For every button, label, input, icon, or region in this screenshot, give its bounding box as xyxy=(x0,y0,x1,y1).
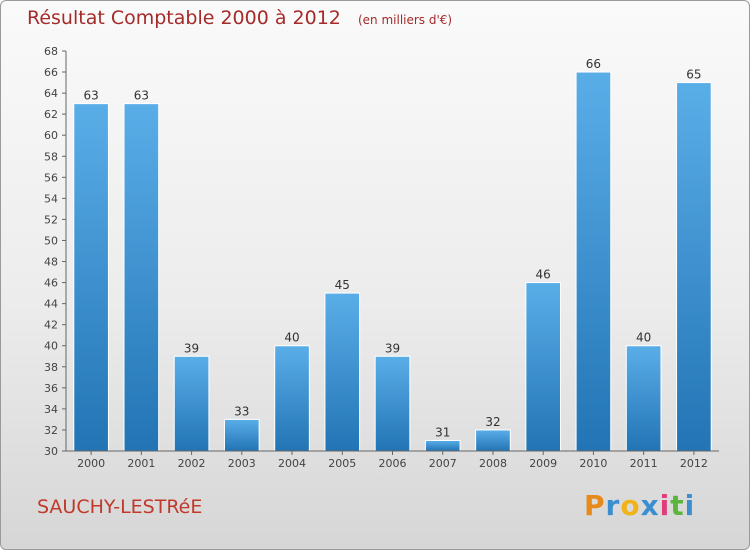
logo-letter: i xyxy=(659,489,671,522)
bar xyxy=(223,418,260,452)
bar-value-label: 66 xyxy=(586,57,601,71)
logo-letter: t xyxy=(670,489,685,522)
x-tick-label: 2009 xyxy=(529,457,557,470)
bar xyxy=(374,355,411,452)
y-tick-label: 68 xyxy=(44,45,58,58)
x-tick-label: 2004 xyxy=(278,457,306,470)
y-tick-label: 56 xyxy=(44,171,58,184)
bar-value-label: 40 xyxy=(636,331,651,345)
y-tick-label: 62 xyxy=(44,108,58,121)
chart-title: Résultat Comptable 2000 à 2012 xyxy=(27,7,341,29)
y-tick-label: 36 xyxy=(44,382,58,395)
bar xyxy=(73,103,109,452)
y-tick-label: 46 xyxy=(44,277,58,290)
proxiti-logo: Proxiti xyxy=(584,489,695,522)
bar-value-label: 32 xyxy=(485,415,500,429)
bar xyxy=(173,355,210,452)
x-tick-label: 2011 xyxy=(630,457,658,470)
x-tick-label: 2000 xyxy=(77,457,105,470)
title-row: Résultat Comptable 2000 à 2012 (en milli… xyxy=(27,7,452,29)
place-name: SAUCHY-LESTRéE xyxy=(37,496,203,518)
x-tick-label: 2005 xyxy=(328,457,356,470)
logo-letter: o xyxy=(620,489,641,522)
y-tick-label: 38 xyxy=(44,361,58,374)
logo-letter: r xyxy=(605,489,621,522)
y-tick-label: 60 xyxy=(44,129,58,142)
y-tick-label: 48 xyxy=(44,256,58,269)
y-tick-label: 66 xyxy=(44,66,58,79)
y-tick-label: 58 xyxy=(44,150,58,163)
logo-letter: P xyxy=(584,489,606,522)
y-axis: 30 32 34 36 38 40 42 44 46 48 50 52 54 56 58 60 62 64 66 68 xyxy=(44,45,67,458)
bar xyxy=(625,345,662,452)
bar xyxy=(324,292,361,452)
bar-value-label: 39 xyxy=(184,341,199,355)
y-tick-label: 40 xyxy=(44,340,58,353)
y-tick-label: 52 xyxy=(44,213,58,226)
y-tick-label: 50 xyxy=(44,234,58,247)
y-tick-label: 32 xyxy=(44,424,58,437)
logo-letter: x xyxy=(640,489,660,522)
bar-value-label: 63 xyxy=(83,89,98,103)
x-axis: 2000 2001 2002 2003 2004 2005 2006 2007 2008 2009… xyxy=(66,450,719,470)
x-tick-label: 2006 xyxy=(379,457,407,470)
bar xyxy=(575,71,612,452)
bar-value-label: 46 xyxy=(536,268,551,282)
bar-value-label: 63 xyxy=(134,89,149,103)
y-tick-label: 42 xyxy=(44,319,58,332)
chart-subtitle: (en milliers d'€) xyxy=(357,13,453,27)
y-tick-label: 54 xyxy=(44,192,58,205)
bar-value-label: 33 xyxy=(234,404,249,418)
x-tick-label: 2010 xyxy=(579,457,607,470)
bars: 63 63 39 33 40 45 39 31 32 46 66 40 65 xyxy=(73,57,712,452)
bar xyxy=(475,429,511,452)
y-tick-label: 34 xyxy=(44,403,58,416)
x-tick-label: 2001 xyxy=(127,457,155,470)
bar-value-label: 45 xyxy=(335,278,350,292)
y-tick-label: 44 xyxy=(44,298,58,311)
bar-value-label: 31 xyxy=(435,425,450,439)
x-tick-label: 2008 xyxy=(479,457,507,470)
y-tick-label: 64 xyxy=(44,87,58,100)
x-tick-label: 2002 xyxy=(178,457,206,470)
bar-value-label: 65 xyxy=(686,68,701,82)
x-tick-label: 2003 xyxy=(228,457,256,470)
y-tick-label: 30 xyxy=(44,445,58,458)
bar xyxy=(123,103,160,452)
x-tick-label: 2007 xyxy=(429,457,457,470)
x-tick-label: 2012 xyxy=(680,457,708,470)
bar xyxy=(424,439,461,452)
bar-value-label: 40 xyxy=(284,331,299,345)
logo-letter: i xyxy=(684,489,696,522)
bar xyxy=(274,345,310,452)
bar-value-label: 39 xyxy=(385,341,400,355)
bar xyxy=(676,82,712,452)
bar xyxy=(525,282,562,452)
